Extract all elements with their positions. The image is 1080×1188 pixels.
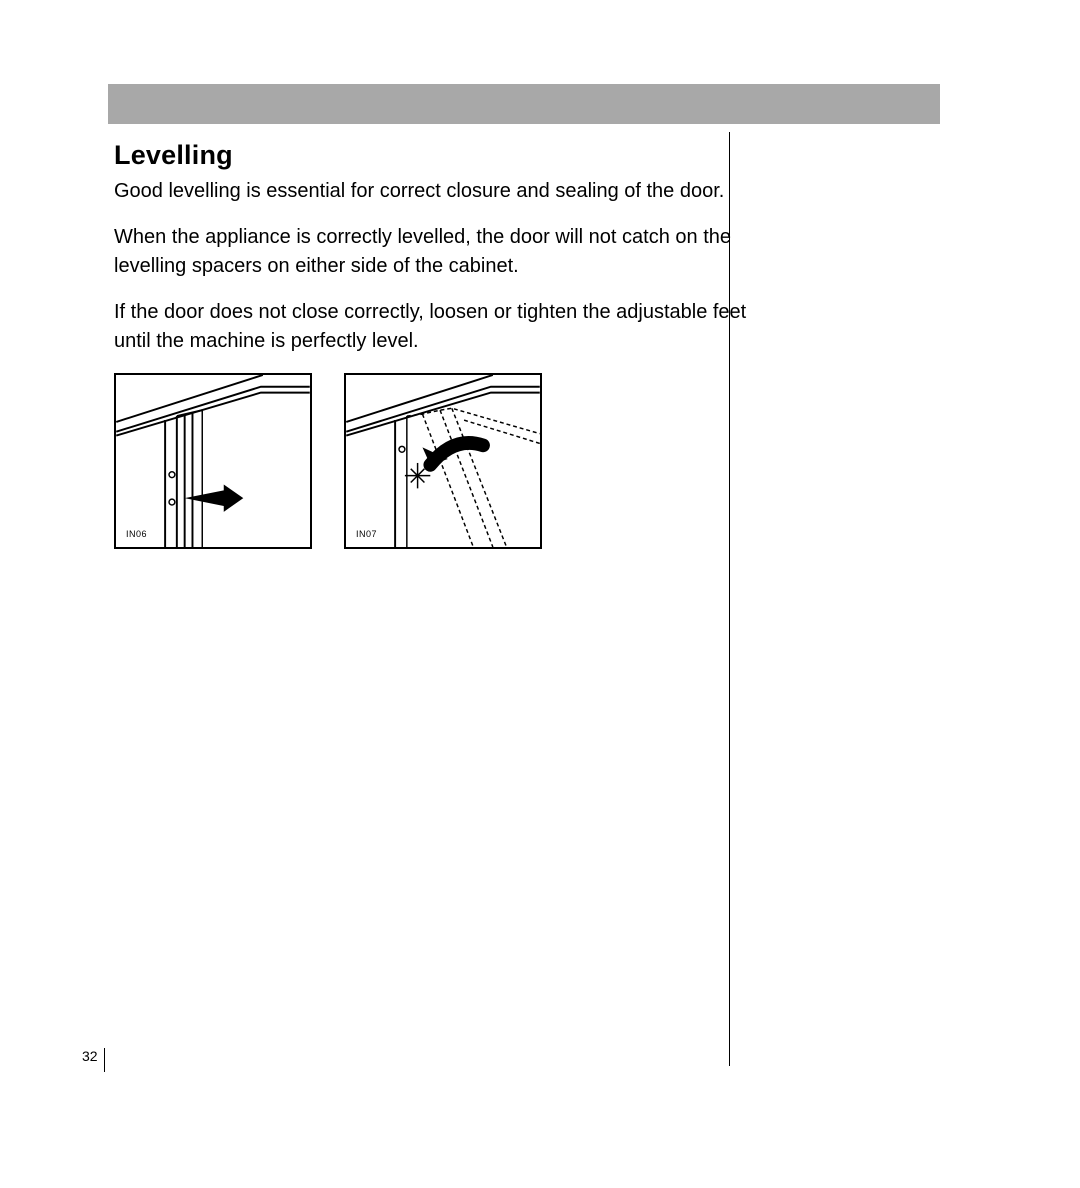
figure-label: IN06 <box>126 529 147 539</box>
figure-row: IN06 <box>114 373 934 549</box>
figure-label: IN07 <box>356 529 377 539</box>
body-paragraph: When the appliance is correctly levelled… <box>114 223 754 280</box>
body-paragraph: If the door does not close correctly, lo… <box>114 298 754 355</box>
section-title: Levelling <box>114 140 934 171</box>
header-bar <box>108 84 940 124</box>
page-number-rule <box>104 1048 105 1072</box>
diagram-in07-svg <box>346 375 540 547</box>
figure-in07: IN07 <box>344 373 542 549</box>
body-paragraph: Good levelling is essential for correct … <box>114 177 754 205</box>
page-content: Levelling Good levelling is essential fo… <box>114 134 934 549</box>
page-number: 32 <box>82 1048 98 1064</box>
manual-page: Levelling Good levelling is essential fo… <box>0 0 1080 1188</box>
diagram-in06-svg <box>116 375 310 547</box>
figure-in06: IN06 <box>114 373 312 549</box>
